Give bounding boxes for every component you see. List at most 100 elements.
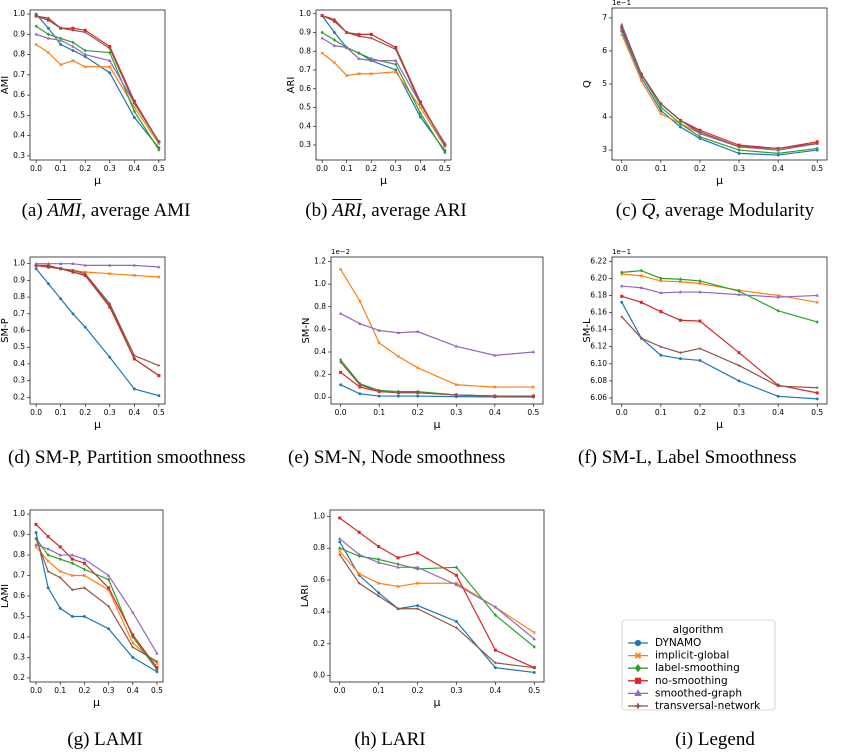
data-point	[415, 565, 420, 569]
axes-frame	[611, 7, 828, 161]
data-point	[338, 540, 342, 544]
data-point	[620, 315, 624, 319]
data-point	[443, 150, 447, 155]
legend-marker	[634, 689, 642, 696]
data-point	[394, 62, 398, 67]
x-tick-label: 0.0	[334, 686, 346, 695]
data-point	[396, 607, 400, 611]
y-tick-label: 1.0	[299, 9, 311, 18]
caption: (c) Q, average Modularity	[576, 195, 854, 227]
caption-label: (c)	[615, 200, 637, 221]
y-tick-label: 0.7	[13, 309, 25, 318]
data-point	[131, 655, 135, 659]
data-point	[394, 70, 398, 74]
y-tick-label: 6	[602, 46, 607, 55]
data-point	[155, 666, 159, 670]
legend-label: smoothed-graph	[655, 687, 742, 699]
data-point	[339, 360, 342, 364]
data-point	[698, 347, 702, 350]
data-point	[815, 397, 819, 401]
x-tick-label: 0.5	[528, 686, 540, 695]
data-point	[338, 311, 343, 315]
data-point	[58, 261, 63, 265]
data-point	[376, 560, 381, 564]
series-line	[35, 43, 160, 145]
series-line	[621, 270, 818, 323]
data-point	[155, 660, 159, 663]
data-point	[71, 269, 75, 272]
data-point	[396, 565, 400, 569]
x-tick-label: 0.2	[694, 164, 706, 173]
data-point	[659, 290, 663, 295]
data-point	[678, 318, 682, 322]
data-point	[357, 552, 361, 556]
data-point	[776, 384, 780, 388]
data-point	[46, 282, 50, 286]
series-line	[621, 273, 818, 303]
data-point	[82, 567, 86, 572]
y-tick-label: 0.2	[13, 673, 25, 682]
x-tick-label: 0.4	[489, 408, 501, 417]
x-tick-label: 0.4	[489, 686, 501, 695]
caption-text: SM-P, Partition smoothness	[34, 447, 246, 468]
data-point	[70, 553, 75, 557]
data-point	[678, 290, 683, 294]
data-point	[659, 353, 663, 357]
y-tick-label: 0.4	[299, 121, 311, 130]
series-line	[321, 15, 446, 151]
x-axis-label: μ	[94, 418, 101, 431]
data-point	[83, 272, 87, 276]
data-point	[679, 351, 682, 355]
data-point	[107, 627, 111, 631]
y-axis-label: SM-L	[582, 318, 593, 343]
data-point	[776, 151, 780, 156]
data-point	[345, 74, 349, 78]
x-tick-label: 0.4	[128, 164, 140, 173]
data-point	[358, 385, 362, 389]
y-tick-label: 1.2	[314, 257, 326, 266]
caption: (f) SM-L, Label Smooth­ness	[578, 442, 850, 474]
data-point	[157, 265, 161, 269]
y-tick-label: 0.6	[13, 591, 25, 600]
data-point	[776, 295, 780, 299]
data-point	[815, 391, 819, 395]
caption-label: (g)	[67, 729, 90, 750]
data-point	[396, 354, 401, 359]
series-line	[35, 15, 160, 143]
data-point	[620, 32, 624, 37]
data-point	[377, 390, 381, 393]
data-point	[83, 263, 87, 267]
data-point	[396, 556, 400, 560]
data-point	[82, 557, 87, 561]
data-point	[71, 44, 75, 48]
data-point	[443, 143, 447, 147]
caption: (h) LARI	[325, 724, 455, 756]
y-tick-label: 3	[602, 145, 607, 154]
caption-text: Legend	[697, 729, 755, 750]
x-tick-label: 0.3	[390, 164, 402, 173]
x-tick-label: 0.1	[341, 164, 353, 173]
data-point	[131, 641, 135, 645]
data-point	[531, 350, 536, 354]
data-point	[155, 651, 159, 655]
data-point	[357, 51, 361, 56]
data-point	[639, 300, 643, 304]
data-point	[659, 279, 663, 283]
y-axis-label: AMI	[0, 76, 11, 94]
x-tick-label: 0.1	[373, 408, 385, 417]
data-point	[332, 37, 336, 43]
data-point	[679, 119, 682, 122]
data-point	[454, 582, 459, 587]
x-tick-label: 0.3	[733, 164, 745, 173]
series-line	[621, 27, 818, 154]
axes-frame	[330, 256, 544, 405]
data-point	[815, 146, 819, 151]
x-tick-label: 0.3	[104, 408, 116, 417]
data-point	[698, 290, 702, 294]
y-tick-label: 0.8	[13, 550, 25, 559]
data-point	[157, 394, 161, 398]
data-point	[678, 125, 682, 129]
series-line	[339, 538, 535, 640]
data-point	[698, 358, 702, 362]
data-point	[678, 280, 683, 284]
